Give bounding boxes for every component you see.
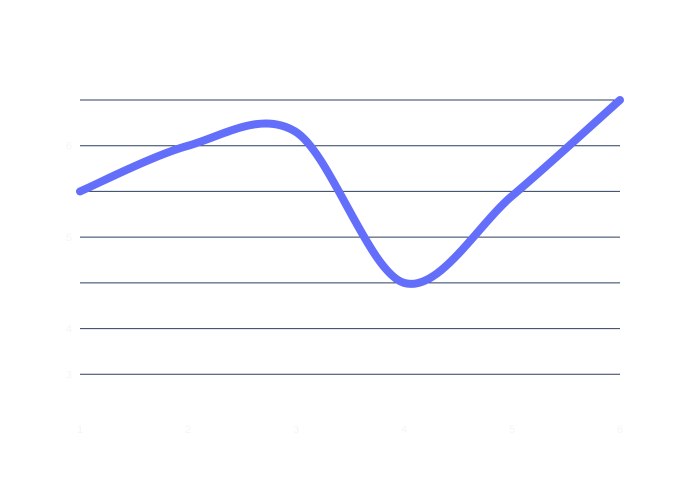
series-group: [76, 96, 624, 288]
x-tick-label: 4: [401, 424, 407, 436]
y-tick-label: 3: [66, 369, 72, 381]
y-tick-label: 6: [66, 141, 72, 153]
x-tick-label: 2: [185, 424, 191, 436]
x-tick-label: 6: [617, 424, 623, 436]
grid-lines: [80, 99, 620, 375]
y-tick-label: 5: [66, 232, 72, 244]
x-tick-label: 3: [293, 424, 299, 436]
x-axis-tick-labels: 1 2 3 4 5 6: [77, 424, 623, 436]
y-axis-tick-labels: 3 4 5 6: [66, 141, 72, 382]
x-tick-label: 5: [509, 424, 515, 436]
y-tick-label: 4: [66, 324, 72, 336]
x-tick-label: 1: [77, 424, 83, 436]
series-line: [76, 96, 624, 288]
